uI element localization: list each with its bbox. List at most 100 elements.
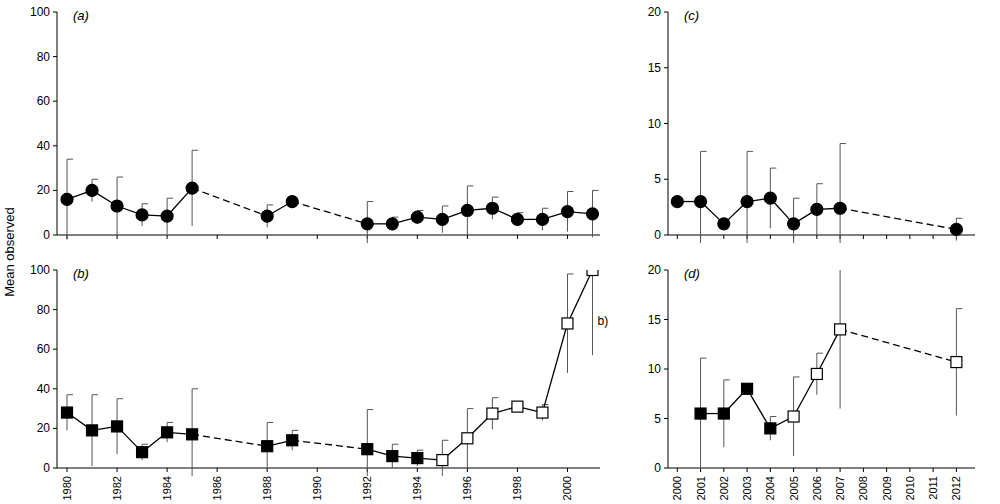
y-tick-label: 5 <box>654 172 661 186</box>
y-tick <box>53 309 57 310</box>
x-tick-label: 2011 <box>927 476 939 500</box>
marker <box>461 204 473 216</box>
error-bar <box>592 270 598 355</box>
x-tick <box>909 468 910 472</box>
error-bar <box>367 410 373 476</box>
y-tick-label: 80 <box>37 50 51 64</box>
x-tick <box>517 235 518 239</box>
x-axis <box>668 235 975 236</box>
x-tick-label: 1996 <box>461 476 473 500</box>
y-tick <box>53 190 57 191</box>
y-tick <box>53 428 57 429</box>
x-tick-label: 2002 <box>718 476 730 500</box>
marker <box>262 441 273 452</box>
y-tick <box>53 101 57 102</box>
y-tick <box>664 179 668 180</box>
marker <box>950 223 962 235</box>
x-tick <box>677 468 678 472</box>
x-tick-label: 1992 <box>361 476 373 500</box>
x-tick <box>886 468 887 472</box>
marker <box>411 211 423 223</box>
marker <box>436 213 448 225</box>
marker <box>486 202 498 214</box>
x-tick <box>417 468 418 472</box>
x-tick <box>770 468 771 472</box>
x-tick <box>909 235 910 239</box>
marker <box>536 213 548 225</box>
x-tick <box>567 235 568 239</box>
data-area <box>695 270 962 469</box>
x-tick <box>567 468 568 472</box>
marker <box>412 453 423 464</box>
panel: 0204060801001980198219841986198819901992… <box>30 185 608 501</box>
x-tick-label: 1984 <box>161 476 173 500</box>
line-segment <box>192 188 267 216</box>
y-tick <box>664 418 668 419</box>
x-tick <box>267 235 268 239</box>
x-tick <box>840 468 841 472</box>
y-tick-label: 15 <box>648 313 662 327</box>
x-tick <box>723 468 724 472</box>
y-axis-label: Mean observed <box>2 207 17 297</box>
panel-label: (c) <box>684 8 699 23</box>
marker <box>87 425 98 436</box>
y-tick <box>664 319 668 320</box>
marker <box>695 196 707 208</box>
x-tick-label: 2005 <box>788 476 800 500</box>
y-tick <box>664 12 668 13</box>
y-axis <box>57 270 58 468</box>
line-segment <box>542 323 567 412</box>
x-tick-label: 2010 <box>904 476 916 500</box>
y-tick-label: 10 <box>648 117 662 131</box>
marker <box>362 444 373 455</box>
x-tick <box>217 468 218 472</box>
x-tick <box>886 235 887 239</box>
figure: 020406080100(a)Mean observed020406080100… <box>0 0 1000 504</box>
marker <box>462 433 473 444</box>
marker <box>137 447 148 458</box>
x-tick-label: 2001 <box>695 476 707 500</box>
x-tick-label: 1988 <box>261 476 273 500</box>
marker <box>86 184 98 196</box>
marker <box>811 203 823 215</box>
y-tick-label: 60 <box>37 94 51 108</box>
x-tick-label: 1990 <box>311 476 323 500</box>
marker <box>286 196 298 208</box>
x-tick-label: 2012 <box>950 476 962 500</box>
x-tick <box>933 468 934 472</box>
x-tick <box>167 235 168 239</box>
x-tick <box>816 235 817 239</box>
marker <box>111 200 123 212</box>
x-tick <box>747 468 748 472</box>
y-tick-label: 20 <box>37 421 51 435</box>
x-tick <box>167 468 168 472</box>
y-tick <box>53 235 57 236</box>
y-tick-label: 20 <box>648 263 662 277</box>
x-tick-label: 1998 <box>511 476 523 500</box>
marker <box>261 210 273 222</box>
marker <box>187 429 198 440</box>
marker <box>741 196 753 208</box>
y-tick <box>53 145 57 146</box>
marker <box>62 407 73 418</box>
x-tick <box>816 468 817 472</box>
line-segment <box>567 270 592 323</box>
marker <box>136 209 148 221</box>
x-axis <box>668 468 975 469</box>
x-tick <box>117 468 118 472</box>
x-tick <box>117 235 118 239</box>
x-tick-label: 1980 <box>61 476 73 500</box>
x-axis <box>57 235 600 236</box>
y-tick <box>53 388 57 389</box>
x-tick-label: 2000 <box>561 476 573 500</box>
line-segment <box>794 374 817 417</box>
y-tick-label: 5 <box>654 412 661 426</box>
marker <box>671 196 683 208</box>
x-tick-label: 2008 <box>857 476 869 500</box>
y-tick-label: 40 <box>37 382 51 396</box>
marker <box>511 213 523 225</box>
data-area <box>671 144 962 243</box>
panel-label: (b) <box>73 266 89 281</box>
y-axis <box>57 12 58 235</box>
marker <box>951 357 962 368</box>
